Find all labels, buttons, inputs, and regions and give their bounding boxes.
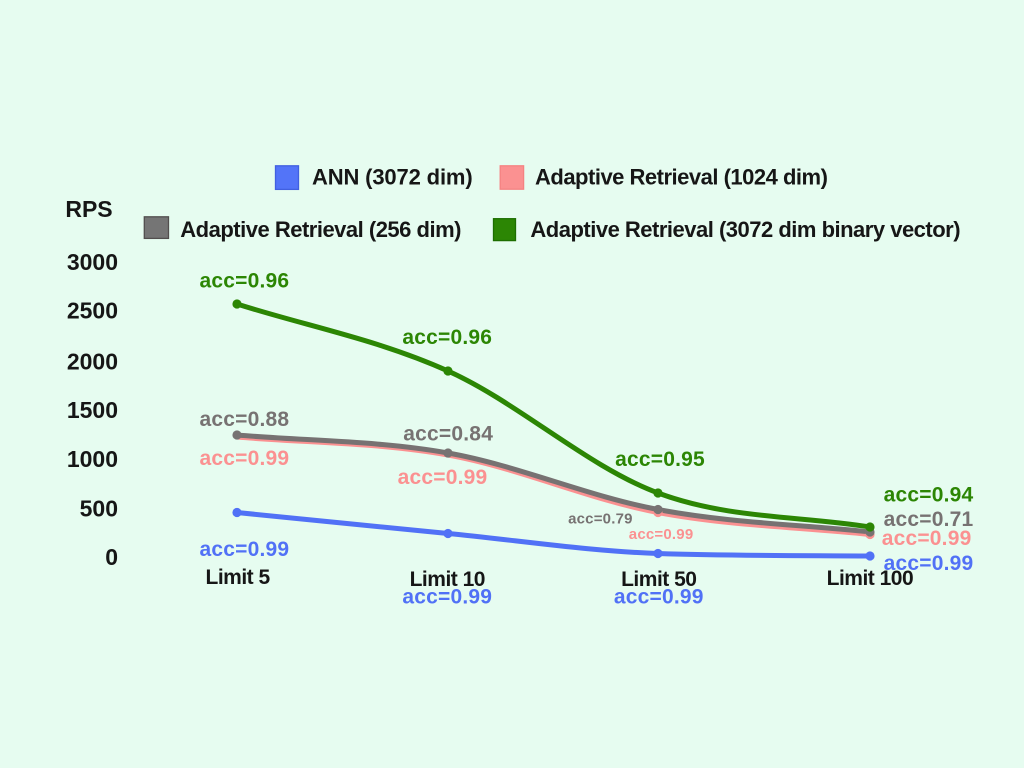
- svg-text:acc=0.79: acc=0.79: [568, 511, 633, 528]
- svg-text:acc=0.71: acc=0.71: [884, 508, 974, 531]
- svg-text:Adaptive Retrieval (3072 dim b: Adaptive Retrieval (3072 dim binary vect…: [530, 217, 960, 242]
- svg-text:acc=0.99: acc=0.99: [884, 552, 974, 575]
- svg-text:acc=0.96: acc=0.96: [200, 270, 290, 293]
- svg-text:0: 0: [105, 544, 118, 570]
- svg-text:Limit 5: Limit 5: [206, 566, 271, 589]
- svg-text:acc=0.99: acc=0.99: [402, 586, 492, 609]
- svg-text:acc=0.95: acc=0.95: [615, 448, 705, 471]
- svg-text:500: 500: [80, 496, 118, 522]
- svg-text:acc=0.99: acc=0.99: [629, 526, 694, 543]
- svg-text:Limit 10: Limit 10: [410, 568, 485, 591]
- svg-text:3000: 3000: [67, 249, 118, 275]
- svg-text:acc=0.94: acc=0.94: [884, 484, 974, 507]
- svg-text:Limit 50: Limit 50: [621, 568, 696, 591]
- svg-text:acc=0.96: acc=0.96: [402, 326, 492, 349]
- svg-text:Adaptive Retrieval (256 dim): Adaptive Retrieval (256 dim): [180, 217, 461, 242]
- svg-text:Limit 100: Limit 100: [827, 567, 914, 590]
- svg-text:acc=0.99: acc=0.99: [614, 586, 704, 609]
- svg-text:2000: 2000: [67, 349, 118, 375]
- svg-text:acc=0.99: acc=0.99: [882, 527, 972, 550]
- svg-text:ANN (3072 dim): ANN (3072 dim): [312, 165, 473, 190]
- svg-text:acc=0.99: acc=0.99: [398, 466, 488, 489]
- svg-text:acc=0.84: acc=0.84: [403, 423, 493, 446]
- svg-text:1000: 1000: [67, 446, 118, 472]
- svg-text:acc=0.88: acc=0.88: [200, 408, 290, 431]
- svg-text:acc=0.99: acc=0.99: [200, 447, 290, 470]
- svg-text:2500: 2500: [67, 298, 118, 324]
- svg-text:Adaptive Retrieval (1024 dim): Adaptive Retrieval (1024 dim): [535, 165, 828, 190]
- svg-text:1500: 1500: [67, 397, 118, 423]
- svg-text:RPS: RPS: [65, 196, 112, 222]
- svg-text:acc=0.99: acc=0.99: [200, 538, 290, 561]
